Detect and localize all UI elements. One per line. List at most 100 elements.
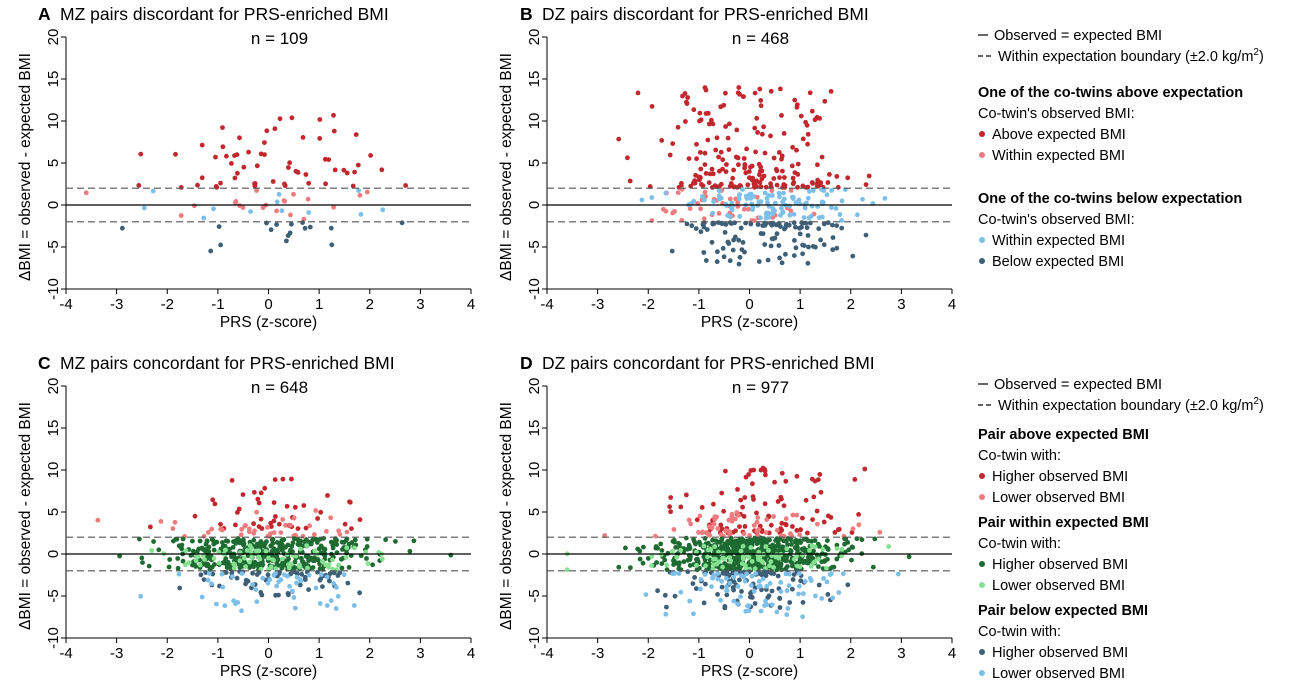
data-point (214, 601, 219, 607)
legend-group-subheading: Co-twin's observed BMI: (978, 106, 1135, 122)
x-tick-label: 1 (796, 296, 804, 313)
data-point (643, 592, 649, 597)
data-point (192, 513, 198, 519)
data-point (255, 496, 261, 502)
data-point (803, 497, 809, 503)
data-point (791, 180, 797, 185)
data-point (799, 220, 805, 226)
data-point (303, 172, 309, 177)
x-tick-label: 4 (948, 296, 956, 313)
sample-size-label: n = 468 (732, 29, 789, 48)
data-point (748, 545, 754, 550)
data-point (706, 180, 712, 186)
data-point (748, 221, 754, 227)
data-point (352, 545, 357, 551)
data-point (735, 601, 740, 607)
data-point (300, 533, 306, 539)
data-point (197, 538, 203, 544)
data-point (777, 255, 782, 261)
data-point (403, 183, 408, 188)
data-point (237, 558, 243, 564)
data-point (825, 220, 831, 226)
data-point (277, 545, 283, 550)
data-point (794, 102, 800, 108)
data-point (260, 543, 266, 548)
data-point (674, 554, 680, 560)
data-point (282, 183, 288, 189)
data-point (213, 539, 219, 545)
data-point (830, 222, 835, 228)
data-point (205, 530, 211, 535)
data-point (718, 522, 724, 528)
data-point (120, 225, 125, 231)
data-point (289, 221, 294, 227)
data-point (727, 196, 733, 202)
data-point (628, 565, 633, 571)
data-point (246, 149, 252, 155)
data-point (312, 532, 317, 537)
data-point (273, 514, 278, 519)
data-point (715, 249, 720, 255)
data-point (353, 132, 359, 138)
data-point (811, 494, 817, 500)
y-tick-label: 0 (526, 550, 543, 558)
data-point (818, 489, 824, 495)
data-point (819, 596, 825, 601)
data-point (738, 594, 743, 600)
data-point (678, 547, 684, 553)
data-point (190, 538, 195, 544)
data-point (251, 537, 257, 543)
data-point (343, 555, 349, 560)
data-point (285, 573, 290, 579)
data-point (272, 126, 278, 132)
data-point (800, 251, 805, 257)
data-point (735, 487, 740, 492)
data-point (336, 528, 341, 534)
legend-marker (979, 237, 985, 243)
data-point (703, 111, 709, 116)
data-point (247, 543, 253, 549)
legend-item-label: Lower observed BMI (992, 578, 1125, 594)
data-point (765, 595, 771, 600)
legend-group-subheading: Co-twin's observed BMI: (978, 212, 1135, 228)
data-point (771, 155, 777, 161)
data-point (831, 564, 837, 570)
data-point (297, 582, 303, 588)
data-point (768, 133, 773, 139)
data-point (779, 567, 784, 573)
data-point (625, 155, 630, 161)
data-point (748, 195, 754, 201)
data-point (300, 220, 305, 226)
data-point (816, 564, 821, 569)
data-point (733, 571, 739, 576)
data-point (800, 183, 806, 189)
data-point (274, 208, 279, 214)
data-point (768, 522, 774, 528)
data-point (714, 259, 720, 265)
data-point (886, 544, 892, 549)
x-tick-label: -4 (59, 296, 72, 313)
data-point (714, 135, 720, 141)
y-tick-label: 15 (526, 71, 543, 88)
data-point (727, 555, 732, 561)
data-point (727, 530, 733, 536)
data-point (306, 587, 311, 592)
y-tick-label: 20 (45, 378, 62, 395)
data-point (836, 590, 842, 595)
data-point (781, 131, 787, 136)
data-point (762, 223, 768, 228)
data-point (715, 592, 720, 597)
panel-title: MZ pairs discordant for PRS-enriched BMI (60, 4, 389, 24)
data-point (763, 472, 768, 478)
data-point (727, 540, 732, 546)
data-point (796, 197, 802, 203)
data-point (281, 198, 287, 204)
data-point (274, 222, 279, 228)
data-point (764, 210, 769, 216)
data-point (770, 193, 775, 198)
data-point (782, 226, 787, 232)
data-point (773, 166, 779, 172)
data-point (755, 130, 760, 135)
data-point (742, 162, 748, 168)
data-point (814, 508, 820, 514)
